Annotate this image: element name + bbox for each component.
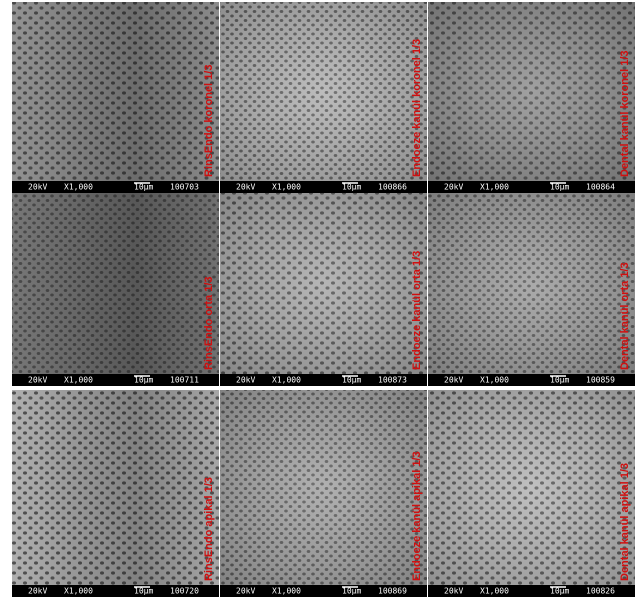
image-id: 100866 [378,183,407,192]
magnification: X1,000 [64,183,93,192]
magnification: X1,000 [64,376,93,385]
magnification: X1,000 [480,376,509,385]
sem-panel: 20kV X1,000 10μm 100703 RinsEndo koronel 1/3 [12,2,219,193]
sem-panel: 20kV X1,000 10μm 100859 Dental kanül orta 1/… [428,193,635,386]
panel-label: RinsEndo orta 1/3 [203,276,215,370]
sem-panel: 20kV X1,000 10μm 100869 Endoeze kanül apikal… [220,390,427,597]
scale: 10μm [342,587,361,596]
panel-label: Dental kanül apikal 1/3 [619,463,631,581]
magnification: X1,000 [480,587,509,596]
panel-label: Endoeze kanül orta 1/3 [411,251,423,370]
magnification: X1,000 [272,183,301,192]
scale: 10μm [342,183,361,192]
magnification: X1,000 [272,376,301,385]
scale: 10μm [550,183,569,192]
scale: 10μm [550,376,569,385]
voltage: 20kV [236,183,255,192]
voltage: 20kV [28,587,47,596]
image-id: 100711 [170,376,199,385]
voltage: 20kV [444,587,463,596]
voltage: 20kV [236,376,255,385]
micrograph-shade [220,390,427,585]
micrograph-shade [428,390,635,585]
voltage: 20kV [236,587,255,596]
image-id: 100826 [586,587,615,596]
voltage: 20kV [444,183,463,192]
image-id: 100720 [170,587,199,596]
scale: 10μm [134,376,153,385]
micrograph-shade [12,193,219,374]
sem-panel: 20kV X1,000 10μm 100826 Dental kanül apikal … [428,390,635,597]
micrograph-shade [220,2,427,181]
panel-grid: 20kV X1,000 10μm 100703 RinsEndo koronel 1/3… [12,2,635,597]
panel-label: Endoeze kanül apikal 1/3 [411,451,423,581]
voltage: 20kV [444,376,463,385]
sem-panel: 20kV X1,000 10μm 100873 Endoeze kanül orta 1… [220,193,427,386]
panel-label: RinsEndo apikal 1/3 [203,477,215,581]
figure: 20kV X1,000 10μm 100703 RinsEndo koronel 1/3… [0,0,642,603]
image-id: 100869 [378,587,407,596]
voltage: 20kV [28,376,47,385]
magnification: X1,000 [480,183,509,192]
micrograph-shade [12,2,219,181]
micrograph-shade [428,193,635,374]
magnification: X1,000 [272,587,301,596]
scale: 10μm [134,183,153,192]
sem-panel: 20kV X1,000 10μm 100711 RinsEndo orta 1/3 [12,193,219,386]
scale: 10μm [550,587,569,596]
panel-label: RinsEndo koronel 1/3 [203,65,215,177]
image-id: 100873 [378,376,407,385]
sem-panel: 20kV X1,000 10μm 100866 Endoeze kanül korone… [220,2,427,193]
micrograph-shade [220,193,427,374]
micrograph-shade [428,2,635,181]
panel-label: Dental kanül orta 1/3 [619,262,631,370]
sem-panel: 20kV X1,000 10μm 100720 RinsEndo apikal 1/3 [12,390,219,597]
panel-label: Endoeze kanül koronel 1/3 [411,39,423,177]
scale: 10μm [134,587,153,596]
image-id: 100864 [586,183,615,192]
scale: 10μm [342,376,361,385]
panel-label: Dental kanül koronel 1/3 [619,50,631,177]
voltage: 20kV [28,183,47,192]
magnification: X1,000 [64,587,93,596]
image-id: 100859 [586,376,615,385]
micrograph-shade [12,390,219,585]
image-id: 100703 [170,183,199,192]
sem-panel: 20kV X1,000 10μm 100864 Dental kanül koronel… [428,2,635,193]
